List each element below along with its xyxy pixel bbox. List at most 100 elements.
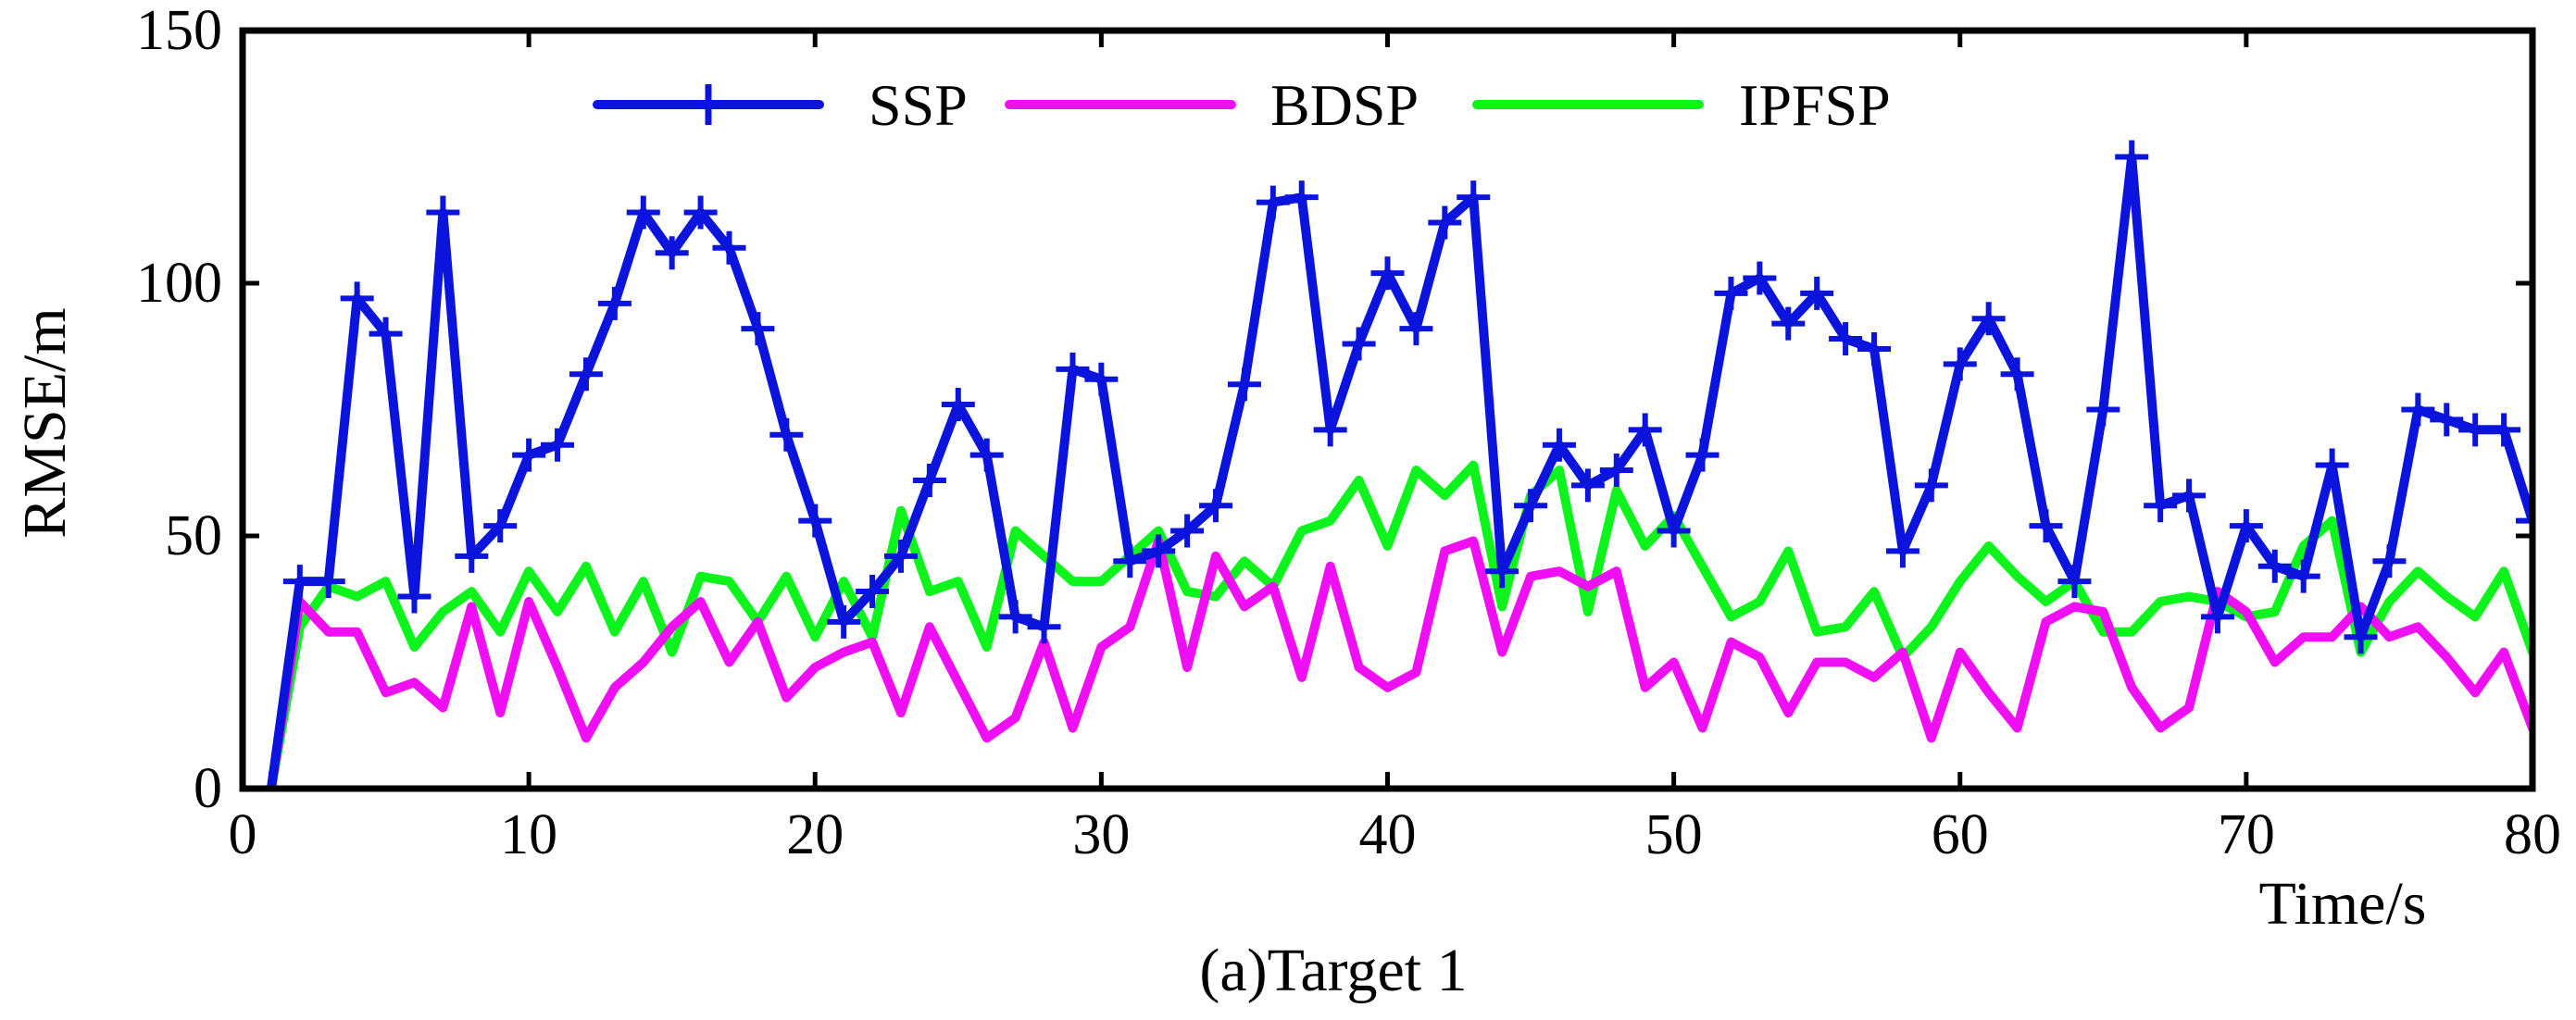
data-point-ssp bbox=[1142, 534, 1176, 568]
data-point-ssp bbox=[798, 504, 832, 538]
data-point-ssp bbox=[2372, 544, 2407, 578]
legend-marker-ssp bbox=[688, 84, 729, 125]
data-point-ssp bbox=[1256, 185, 1290, 219]
data-point-ssp bbox=[2430, 403, 2464, 437]
x-tick-label: 50 bbox=[1645, 803, 1703, 866]
data-point-ssp bbox=[1685, 438, 1719, 472]
data-point-ssp bbox=[2516, 504, 2532, 538]
data-point-ssp bbox=[1199, 489, 1233, 523]
data-point-ssp bbox=[1885, 534, 1919, 568]
data-point-ssp bbox=[1914, 468, 1948, 503]
data-point-ssp bbox=[597, 286, 631, 320]
data-point-ssp bbox=[712, 230, 746, 265]
data-point-ssp bbox=[369, 317, 403, 351]
data-point-ssp bbox=[1284, 180, 1319, 215]
legend-label-bdsp: BDSP bbox=[1270, 72, 1419, 138]
data-point-ssp bbox=[254, 772, 288, 789]
chart-caption: (a)Target 1 bbox=[1199, 937, 1467, 1004]
data-point-ssp bbox=[340, 281, 374, 316]
data-point-ssp bbox=[455, 539, 489, 573]
data-point-ssp bbox=[912, 463, 946, 497]
y-tick-label: 0 bbox=[194, 757, 222, 820]
data-point-ssp bbox=[1657, 514, 1691, 548]
series-line-bdsp bbox=[266, 536, 2532, 789]
x-tick-label: 30 bbox=[1072, 803, 1130, 866]
series-line-ssp bbox=[266, 152, 2532, 789]
data-point-ssp bbox=[1056, 352, 1090, 386]
data-point-ssp bbox=[2029, 509, 2063, 543]
data-point-ssp bbox=[541, 428, 575, 462]
data-point-ssp bbox=[2172, 479, 2207, 513]
data-point-ssp bbox=[1370, 256, 1405, 291]
data-point-ssp bbox=[883, 539, 918, 573]
data-point-ssp bbox=[2000, 357, 2034, 392]
x-axis-label: Time/s bbox=[2259, 870, 2427, 938]
x-tick-label: 20 bbox=[786, 803, 844, 866]
data-point-ssp bbox=[827, 604, 861, 639]
series-group bbox=[254, 140, 2532, 789]
data-point-ssp bbox=[2487, 413, 2521, 447]
y-axis-label: RMSE/m bbox=[11, 307, 79, 538]
data-point-ssp bbox=[483, 509, 518, 543]
data-point-ssp bbox=[1542, 428, 1576, 462]
data-point-ssp bbox=[1599, 454, 1633, 488]
data-point-ssp bbox=[1113, 544, 1147, 578]
data-point-ssp bbox=[2229, 509, 2263, 543]
data-point-ssp bbox=[2057, 565, 2092, 599]
data-point-ssp bbox=[1628, 413, 1662, 447]
data-point-ssp bbox=[1428, 205, 1462, 240]
data-point-ssp bbox=[2115, 140, 2149, 174]
series-line-ipfsp bbox=[266, 460, 2532, 789]
data-point-ssp bbox=[1743, 261, 1777, 295]
data-point-ssp bbox=[683, 195, 718, 230]
data-point-ssp bbox=[1227, 367, 1261, 402]
x-tick-label: 80 bbox=[2504, 803, 2561, 866]
y-tick-label: 50 bbox=[165, 504, 222, 567]
y-tick-label: 100 bbox=[136, 252, 222, 315]
legend: SSP BDSP IPFSP bbox=[593, 72, 1891, 138]
x-tick-label: 60 bbox=[1932, 803, 1989, 866]
x-tick-label: 70 bbox=[2218, 803, 2275, 866]
data-point-ssp bbox=[1342, 327, 1376, 361]
legend-label-ssp: SSP bbox=[869, 72, 968, 138]
x-tick-label: 10 bbox=[500, 803, 557, 866]
plot-area bbox=[254, 140, 2532, 789]
data-point-ssp bbox=[1485, 554, 1519, 589]
data-point-ssp bbox=[1971, 302, 2006, 336]
data-point-ssp bbox=[2344, 620, 2378, 654]
data-point-ssp bbox=[626, 195, 660, 230]
data-point-ssp bbox=[1800, 276, 1834, 310]
data-point-ssp bbox=[1857, 331, 1892, 366]
data-point-ssp bbox=[969, 438, 1004, 472]
data-point-ssp bbox=[2458, 413, 2493, 447]
data-point-ssp bbox=[311, 565, 345, 599]
data-point-ssp bbox=[1514, 489, 1548, 523]
data-point-ssp bbox=[426, 195, 460, 230]
data-point-ssp bbox=[282, 565, 317, 599]
data-point-ssp bbox=[1170, 514, 1205, 548]
axes: 0 10 20 30 40 50 60 70 80 0 50 100 150 bbox=[136, 0, 2561, 866]
data-point-ssp bbox=[1714, 276, 1748, 310]
data-point-ssp bbox=[2144, 489, 2178, 523]
data-point-ssp bbox=[941, 388, 975, 422]
data-point-ssp bbox=[1084, 362, 1119, 396]
data-point-ssp bbox=[569, 357, 603, 392]
data-point-ssp bbox=[998, 600, 1032, 634]
data-point-ssp bbox=[2401, 392, 2435, 427]
data-point-ssp bbox=[1771, 306, 1806, 341]
y-tick-label: 150 bbox=[136, 0, 222, 62]
data-point-ssp bbox=[1027, 610, 1061, 644]
data-point-ssp bbox=[397, 579, 431, 614]
data-point-ssp bbox=[741, 312, 775, 346]
data-point-ssp bbox=[512, 438, 546, 472]
data-point-ssp bbox=[1399, 312, 1433, 346]
x-tick-label: 40 bbox=[1359, 803, 1417, 866]
data-point-ssp bbox=[1313, 413, 1347, 447]
data-point-ssp bbox=[2086, 392, 2120, 427]
data-point-ssp bbox=[655, 236, 689, 270]
data-point-ssp bbox=[1943, 347, 1977, 381]
data-point-ssp bbox=[2257, 549, 2292, 583]
data-point-ssp bbox=[769, 417, 804, 452]
data-point-ssp bbox=[2286, 559, 2320, 593]
